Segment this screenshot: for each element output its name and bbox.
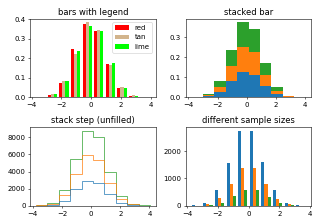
Bar (260, 63, 271, 75)
Bar (227, 163, 230, 206)
Bar (283, 96, 294, 97)
Bar (97, 30, 100, 97)
Bar (260, 75, 271, 86)
Bar (226, 50, 237, 66)
Bar (124, 88, 127, 97)
Bar (203, 95, 214, 97)
Bar (284, 203, 288, 206)
Bar (250, 131, 253, 206)
Bar (279, 203, 282, 206)
Bar (117, 88, 120, 97)
Bar (288, 204, 291, 206)
Bar (203, 94, 214, 95)
Bar (106, 64, 109, 97)
Bar (214, 92, 226, 97)
Bar (86, 22, 89, 97)
Bar (226, 66, 237, 81)
Bar (276, 199, 279, 206)
Bar (237, 72, 249, 97)
Bar (109, 65, 112, 97)
Bar (249, 52, 260, 75)
Bar (71, 49, 74, 97)
Bar (256, 190, 259, 206)
Bar (291, 205, 294, 206)
Bar (54, 94, 57, 97)
Bar (237, 22, 249, 47)
Bar (74, 54, 77, 97)
Bar (120, 87, 124, 97)
Bar (241, 168, 244, 206)
Bar (89, 26, 92, 97)
Bar (210, 205, 212, 206)
Legend: red, tan, lime: red, tan, lime (112, 22, 152, 53)
Bar (261, 162, 264, 206)
Bar (244, 190, 247, 206)
Bar (51, 94, 54, 97)
Bar (230, 184, 233, 206)
Bar (218, 198, 221, 206)
Bar (192, 205, 195, 206)
Bar (273, 190, 276, 206)
Bar (264, 184, 268, 206)
Bar (271, 87, 283, 91)
Bar (135, 96, 138, 97)
Bar (249, 75, 260, 97)
Bar (249, 29, 260, 52)
Bar (226, 81, 237, 97)
Bar (83, 24, 86, 97)
Bar (296, 205, 299, 206)
Bar (260, 86, 271, 97)
Bar (100, 31, 103, 97)
Bar (238, 131, 241, 206)
Bar (215, 190, 218, 206)
Title: stacked bar: stacked bar (224, 7, 273, 17)
Bar (221, 203, 224, 206)
Bar (112, 63, 115, 97)
Bar (132, 95, 135, 97)
Title: stack step (unfilled): stack step (unfilled) (51, 116, 135, 125)
Bar (48, 95, 51, 97)
Bar (214, 87, 226, 92)
Title: different sample sizes: different sample sizes (202, 116, 295, 125)
Bar (94, 31, 97, 97)
Bar (129, 96, 132, 97)
Bar (233, 196, 236, 206)
Bar (206, 204, 210, 206)
Bar (271, 94, 283, 97)
Title: bars with legend: bars with legend (58, 7, 128, 17)
Bar (253, 168, 256, 206)
Bar (66, 81, 68, 97)
Bar (271, 91, 283, 94)
Bar (77, 51, 80, 97)
Bar (214, 82, 226, 87)
Bar (203, 203, 206, 206)
Bar (237, 47, 249, 72)
Bar (62, 82, 66, 97)
Bar (59, 83, 62, 97)
Bar (268, 197, 271, 206)
